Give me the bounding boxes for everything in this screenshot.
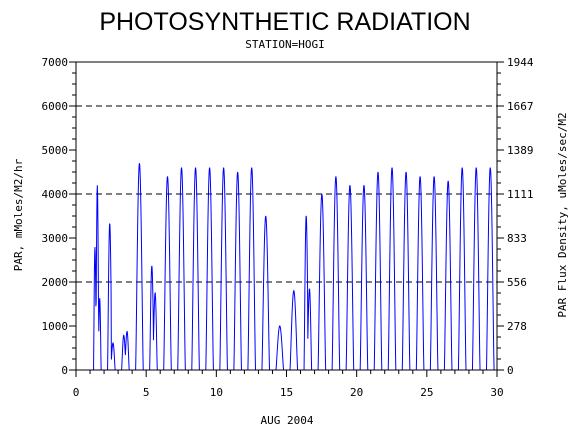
- chart-title: PHOTOSYNTHETIC RADIATION: [99, 8, 470, 36]
- y2-tick-label: 1111: [507, 188, 534, 201]
- y-tick-label: 4000: [42, 188, 69, 201]
- y-axis-label: PAR, mMoles/M2/hr: [12, 158, 25, 271]
- x-tick-label: 30: [490, 386, 503, 399]
- y-tick-label: 6000: [42, 100, 69, 113]
- y2-axis-label: PAR Flux Density, uMoles/sec/M2: [556, 112, 569, 317]
- y2-tick-label: 556: [507, 276, 527, 289]
- x-tick-label: 0: [73, 386, 80, 399]
- y-tick-label: 5000: [42, 144, 69, 157]
- x-tick-label: 5: [143, 386, 150, 399]
- y-axis-left: 0 1000 2000 3000 4000 5000 6000 7000: [42, 56, 76, 377]
- y2-tick-label: 1667: [507, 100, 534, 113]
- y2-tick-label: 1389: [507, 144, 534, 157]
- x-tick-label: 25: [420, 386, 433, 399]
- y-tick-label: 7000: [42, 56, 69, 69]
- y2-tick-label: 0: [507, 364, 514, 377]
- y-tick-label: 0: [61, 364, 68, 377]
- y2-tick-label: 833: [507, 232, 527, 245]
- y-tick-label: 1000: [42, 320, 69, 333]
- x-tick-label: 15: [280, 386, 293, 399]
- chart-subtitle: STATION=HOGI: [245, 38, 324, 51]
- reference-lines: [76, 105, 497, 283]
- plot-frame: [75, 61, 498, 371]
- x-axis: 0 5 10 15 20 25 30: [73, 370, 504, 399]
- x-axis-label: AUG 2004: [261, 414, 314, 427]
- y-tick-label: 3000: [42, 232, 69, 245]
- x-tick-label: 10: [210, 386, 223, 399]
- x-tick-label: 20: [350, 386, 363, 399]
- y2-tick-label: 278: [507, 320, 527, 333]
- y2-tick-label: 1944: [507, 56, 534, 69]
- y-axis-right: 0 278 556 833 1111 1389 1667 1944: [497, 56, 534, 377]
- y-tick-label: 2000: [42, 276, 69, 289]
